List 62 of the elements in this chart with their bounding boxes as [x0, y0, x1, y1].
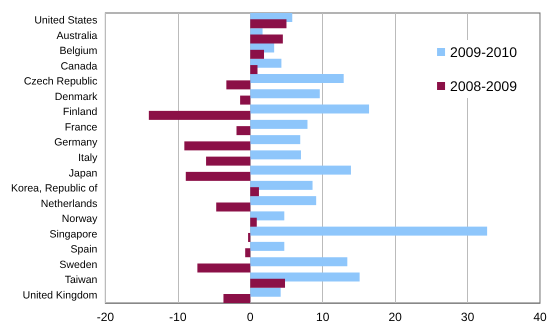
bar	[250, 187, 259, 196]
y-tick-label: Finland	[62, 106, 98, 118]
y-tick-label: Sweden	[59, 258, 98, 271]
y-tick-label: Australia	[56, 30, 98, 42]
bar	[250, 65, 258, 74]
bar	[226, 80, 250, 90]
x-tick-label: 0	[246, 310, 254, 324]
bar	[148, 110, 250, 120]
x-tick-label: 20	[388, 310, 402, 324]
bar	[250, 278, 286, 288]
bar	[250, 257, 348, 266]
bar	[184, 141, 250, 150]
bar	[250, 218, 257, 227]
legend-label: 2009-2010	[450, 44, 518, 60]
bar	[250, 242, 284, 251]
bar	[216, 202, 250, 212]
legend-label: 2008-2009	[450, 78, 518, 94]
y-tick-label: Denmark	[54, 90, 98, 103]
x-tick-label: 40	[533, 310, 547, 324]
y-tick-label: Japan	[68, 167, 98, 180]
bar	[250, 50, 264, 59]
x-tick-label: 10	[316, 310, 330, 324]
bar	[250, 196, 316, 206]
bar	[250, 58, 282, 68]
y-tick-label: United Kingdom	[22, 289, 98, 302]
bar	[223, 294, 250, 303]
bar	[250, 89, 320, 98]
bar	[250, 150, 301, 160]
bar	[245, 248, 250, 258]
bar	[250, 288, 281, 297]
bar	[236, 126, 250, 136]
y-tick-label: Germany	[54, 136, 98, 149]
x-tick-label: -20	[96, 310, 114, 324]
y-tick-label: Netherlands	[40, 198, 98, 210]
y-tick-label: Italy	[78, 152, 98, 164]
y-tick-label: Czech Republic	[24, 76, 98, 88]
x-tick-label: -10	[169, 310, 187, 324]
bar	[186, 172, 250, 181]
bar	[250, 120, 308, 129]
bar	[250, 180, 313, 190]
x-tick-label: 30	[460, 310, 475, 324]
y-tick-label: Taiwan	[64, 274, 98, 286]
bar	[250, 226, 488, 236]
bar	[206, 156, 250, 166]
y-tick-label: Spain	[70, 244, 98, 256]
bar	[250, 104, 370, 114]
y-tick-label: France	[64, 121, 98, 134]
bar	[250, 19, 286, 28]
y-tick-label: Singapore	[50, 228, 98, 240]
bar	[250, 272, 360, 282]
bar	[197, 263, 250, 272]
bar	[250, 211, 284, 220]
bar	[240, 96, 250, 105]
y-tick-label: Belgium	[59, 45, 98, 58]
bar	[250, 34, 283, 44]
bar	[250, 135, 300, 144]
y-tick-label: Korea, Republic of	[10, 182, 98, 195]
y-tick-label: Canada	[60, 60, 98, 72]
y-tick-label: Norway	[62, 213, 98, 226]
bar	[250, 166, 351, 175]
y-tick-label: United States	[34, 14, 98, 27]
bar	[250, 74, 344, 84]
